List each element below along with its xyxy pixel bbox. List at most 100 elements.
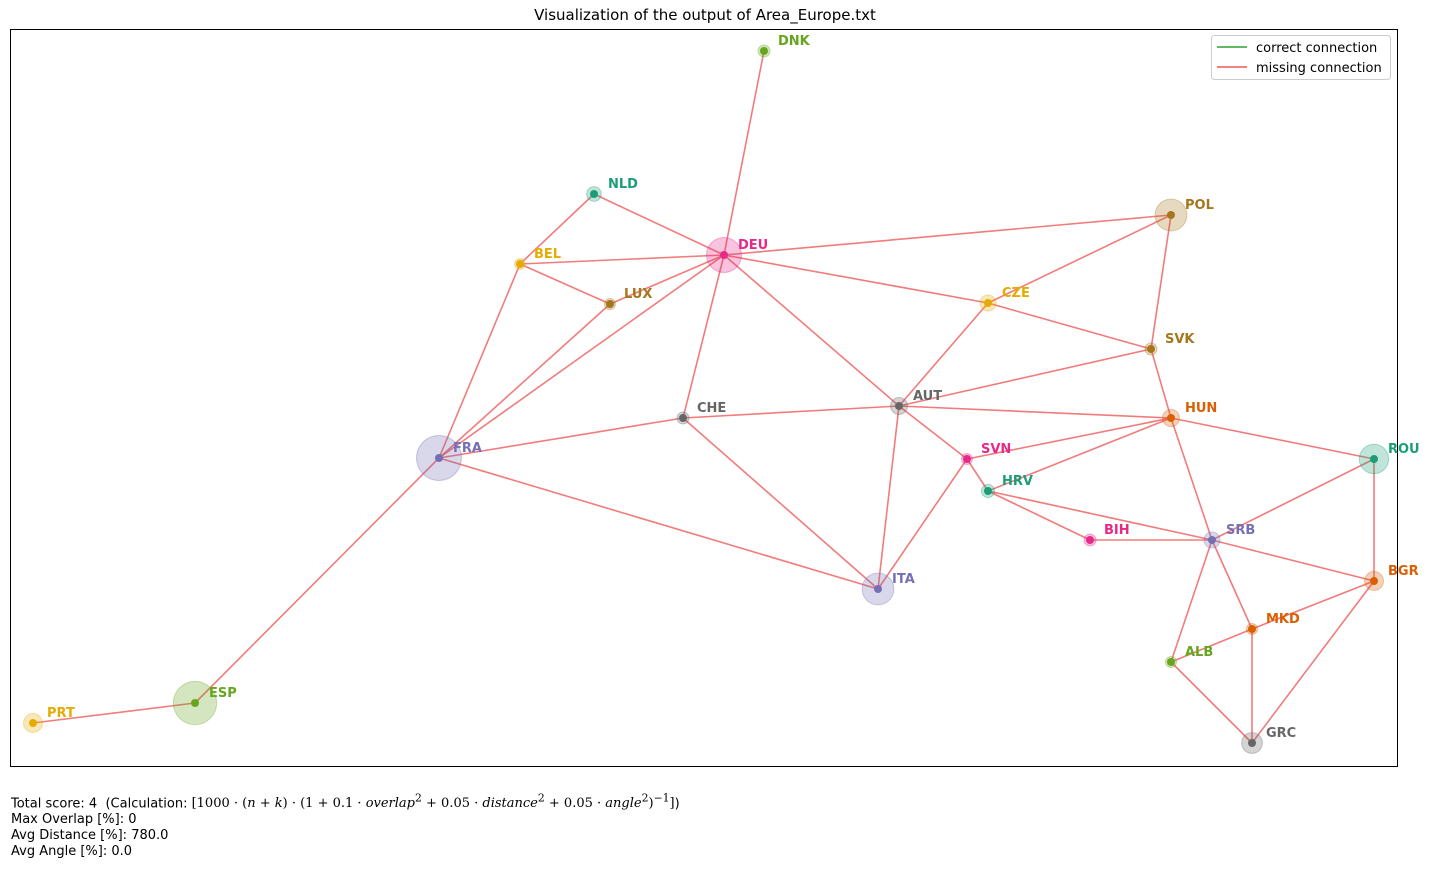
node-label-hun: HUN <box>1185 401 1217 416</box>
node-mkd: MKD <box>1246 612 1300 635</box>
node-dot-rou <box>1370 455 1378 463</box>
edge-ita-svn <box>877 458 968 590</box>
node-dot-cze <box>984 299 992 307</box>
node-label-aut: AUT <box>913 389 942 404</box>
node-cze: CZE <box>979 286 1030 312</box>
node-label-cze: CZE <box>1002 286 1030 301</box>
node-grc: GRC <box>1241 726 1296 754</box>
edge-bgr-mkd <box>1251 580 1375 630</box>
plot-frame <box>10 29 1398 767</box>
node-bel: BEL <box>514 247 561 270</box>
node-label-hrv: HRV <box>1002 474 1033 489</box>
node-label-lux: LUX <box>624 287 652 302</box>
node-dot-che <box>679 414 687 422</box>
edge-lux-deu <box>609 254 725 305</box>
edge-aut-che <box>682 405 900 419</box>
avg-distance: Avg Distance [%]: 780.0 <box>11 828 169 843</box>
node-rou: ROU <box>1358 442 1420 475</box>
legend-label-correct: correct connection <box>1256 41 1377 56</box>
node-label-grc: GRC <box>1266 726 1296 741</box>
edge-mkd-alb <box>1170 628 1253 663</box>
node-dot-svk <box>1147 345 1155 353</box>
node-dot-alb <box>1167 658 1175 666</box>
edge-nld-bel <box>519 193 595 265</box>
edge-pol-cze <box>987 214 1172 304</box>
edge-esp-prt <box>32 702 196 724</box>
max-overlap: Max Overlap [%]: 0 <box>11 812 137 827</box>
edge-deu-fra <box>438 254 725 459</box>
node-dot-bih <box>1086 536 1094 544</box>
node-dot-dnk <box>760 47 768 55</box>
edge-cze-aut <box>898 302 989 407</box>
node-svk: SVK <box>1144 332 1195 356</box>
node-label-che: CHE <box>697 401 726 416</box>
edge-hun-hrv <box>987 417 1172 492</box>
edge-svn-hun <box>966 417 1172 460</box>
legend-label-missing: missing connection <box>1256 61 1382 76</box>
total-score-label: Total score: 4 (Calculation: <box>11 796 192 812</box>
node-dot-ita <box>874 585 882 593</box>
node-dot-pol <box>1167 211 1175 219</box>
node-deu: DEU <box>706 237 768 273</box>
node-label-deu: DEU <box>738 238 768 253</box>
node-hrv: HRV <box>980 474 1033 499</box>
node-alb: ALB <box>1165 645 1213 668</box>
node-dot-grc <box>1248 739 1256 747</box>
edge-deu-aut <box>723 254 900 407</box>
legend: correct connection missing connection <box>1211 35 1391 80</box>
node-bih: BIH <box>1083 523 1130 547</box>
node-dot-srb <box>1208 536 1216 544</box>
avg-angle: Avg Angle [%]: 0.0 <box>11 844 133 859</box>
node-label-pol: POL <box>1185 198 1214 213</box>
edge-deu-cze <box>723 254 989 304</box>
node-label-svk: SVK <box>1165 332 1195 347</box>
node-dot-bel <box>516 260 524 268</box>
node-lux: LUX <box>604 287 652 310</box>
node-label-ita: ITA <box>892 572 915 587</box>
node-label-dnk: DNK <box>778 34 811 49</box>
node-pol: POL <box>1154 198 1214 232</box>
edge-aut-hun <box>898 405 1172 419</box>
node-bgr: BGR <box>1364 564 1419 591</box>
node-label-prt: PRT <box>47 706 75 721</box>
edge-hrv-bih <box>987 490 1091 541</box>
node-dot-hrv <box>984 487 992 495</box>
edge-srb-rou <box>1211 458 1375 541</box>
edge-che-ita <box>682 417 879 590</box>
edge-svn-hrv <box>966 458 989 492</box>
total-score: Total score: 4 (Calculation: [1000 · (n … <box>11 792 680 812</box>
node-dot-prt <box>29 719 37 727</box>
node-dot-mkd <box>1248 625 1256 633</box>
edge-svk-aut <box>898 348 1152 407</box>
node-fra: FRA <box>416 435 482 481</box>
legend-box <box>1211 35 1391 80</box>
node-dot-esp <box>191 699 199 707</box>
node-label-svn: SVN <box>981 442 1011 457</box>
node-label-mkd: MKD <box>1266 612 1300 627</box>
edge-bgr-grc <box>1251 580 1375 744</box>
node-label-bgr: BGR <box>1388 564 1419 579</box>
edge-srb-mkd <box>1211 539 1253 630</box>
node-dot-hun <box>1167 414 1175 422</box>
edge-fra-esp <box>194 457 440 704</box>
chart-title: Visualization of the output of Area_Euro… <box>534 6 876 24</box>
edge-bel-lux <box>519 263 611 305</box>
edge-hun-rou <box>1170 417 1375 460</box>
node-dot-lux <box>606 300 614 308</box>
node-che: CHE <box>676 401 726 425</box>
node-aut: AUT <box>890 389 942 415</box>
edge-cze-svk <box>987 302 1152 350</box>
edge-lux-fra <box>438 303 611 459</box>
node-label-nld: NLD <box>608 177 638 192</box>
node-dot-aut <box>895 402 903 410</box>
score-formula: [1000 · (n + k) · (1 + 0.1 · overlap2 + … <box>191 792 675 812</box>
node-dot-deu <box>720 251 728 259</box>
node-ita: ITA <box>861 572 915 606</box>
node-dot-fra <box>435 454 443 462</box>
edge-nld-deu <box>593 193 725 256</box>
edge-hun-srb <box>1170 417 1213 541</box>
edge-bel-fra <box>438 263 521 459</box>
edge-deu-pol <box>723 214 1172 256</box>
edge-svk-hun <box>1150 348 1172 419</box>
